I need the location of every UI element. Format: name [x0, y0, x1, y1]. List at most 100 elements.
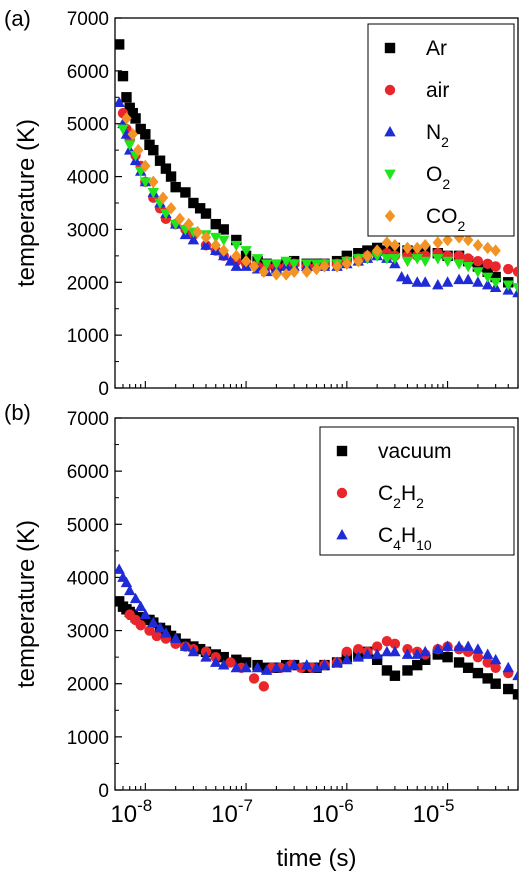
data-point [192, 225, 203, 239]
data-point [140, 129, 151, 140]
data-point [127, 107, 138, 119]
data-point [210, 656, 222, 667]
data-point [411, 648, 423, 659]
data-point [117, 70, 129, 82]
data-point [389, 638, 401, 650]
legend-marker [336, 529, 348, 540]
data-point [352, 651, 365, 662]
data-point [129, 592, 142, 604]
legend-label: C2H2 [378, 482, 424, 511]
data-point [472, 643, 484, 654]
legend-label: O2 [426, 163, 450, 192]
y-tick-label: 3000 [67, 622, 109, 643]
data-point [389, 254, 401, 265]
data-point [395, 271, 408, 282]
data-point [280, 256, 292, 268]
data-point [301, 259, 313, 270]
data-point [472, 267, 484, 278]
data-point [341, 653, 353, 665]
data-point [280, 661, 292, 673]
legend: vacuum C2H2 C4H10 [319, 426, 515, 556]
data-point [144, 139, 155, 151]
data-point [148, 175, 159, 189]
data-point [270, 661, 283, 673]
data-point [472, 261, 484, 272]
legend-label: Ar [426, 37, 447, 60]
data-point [462, 662, 474, 673]
data-point [200, 239, 212, 250]
legend-label: N2 [426, 121, 449, 150]
data-point [401, 273, 414, 285]
data-point [381, 636, 393, 647]
data-point [441, 640, 454, 651]
data-point [419, 645, 431, 657]
data-point [170, 181, 181, 193]
y-tick-label: 3000 [67, 220, 109, 241]
data-point [489, 653, 502, 665]
data-point [442, 233, 453, 247]
data-point [210, 239, 221, 252]
data-point [310, 661, 323, 673]
y-tick-label: 1000 [67, 326, 109, 347]
data-point [174, 212, 186, 226]
data-point [490, 244, 501, 257]
y-tick-label: 4000 [67, 168, 109, 189]
data-point [230, 260, 243, 271]
data-point [482, 241, 493, 255]
data-point [371, 641, 383, 652]
data-point [280, 268, 292, 281]
legend-marker [384, 169, 396, 180]
data-point [301, 659, 313, 670]
legend-label: air [426, 79, 449, 102]
data-point [472, 239, 484, 252]
data-point [482, 258, 493, 269]
data-point [411, 276, 423, 287]
x-tick-label: 10-6 [312, 796, 354, 828]
data-point [135, 620, 146, 631]
data-point [187, 234, 200, 245]
data-point [481, 648, 494, 659]
data-point [231, 234, 242, 246]
data-point [472, 667, 484, 679]
data-point [432, 643, 444, 654]
legend-label: CO2 [426, 205, 466, 234]
data-point [115, 96, 125, 107]
data-point [371, 654, 383, 665]
data-point [210, 218, 221, 230]
data-point [353, 248, 364, 259]
data-point [512, 266, 518, 277]
data-point [419, 256, 431, 268]
data-point [218, 235, 230, 246]
data-point [179, 640, 192, 651]
y-tick-label: 7000 [67, 409, 109, 430]
data-point [115, 596, 125, 607]
data-point [121, 112, 132, 125]
data-point [160, 163, 172, 174]
data-point [225, 657, 236, 668]
legend: Ar air N2 O2 CO2 [367, 23, 515, 237]
data-point [411, 254, 423, 265]
data-point [240, 254, 252, 268]
data-point [120, 576, 133, 588]
data-point [341, 257, 353, 271]
data-point [420, 239, 431, 252]
data-point [512, 283, 518, 294]
data-point [462, 640, 474, 651]
data-point [371, 244, 383, 257]
data-point [412, 241, 423, 255]
legend-marker [384, 209, 396, 223]
data-point [200, 231, 212, 244]
y-tick-label: 1000 [67, 728, 109, 749]
legend-label: vacuum [378, 440, 452, 463]
data-point [419, 276, 431, 287]
data-point [230, 661, 243, 673]
data-point [453, 250, 465, 262]
data-point [490, 678, 501, 689]
data-point [381, 236, 393, 249]
data-point [248, 673, 260, 684]
data-point [180, 187, 191, 198]
data-point [318, 659, 331, 670]
x-axis-title: time (s) [277, 845, 357, 872]
data-point [258, 265, 270, 278]
x-tick-label: 10-5 [413, 796, 455, 828]
